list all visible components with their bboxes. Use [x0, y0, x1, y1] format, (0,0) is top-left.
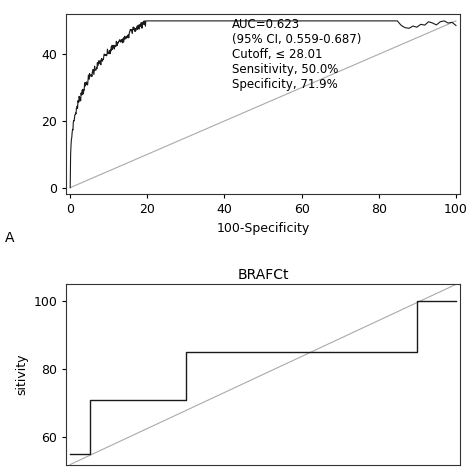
X-axis label: 100-Specificity: 100-Specificity: [217, 222, 310, 235]
Text: Se: Se: [19, 0, 35, 3]
Text: AUC=0.623
(95% CI, 0.559-0.687)
Cutoff, ≤ 28.01
Sensitivity, 50.0%
Specificity, : AUC=0.623 (95% CI, 0.559-0.687) Cutoff, …: [232, 18, 361, 91]
Title: BRAFCt: BRAFCt: [237, 268, 289, 282]
Y-axis label: sitivity: sitivity: [15, 354, 28, 395]
Text: A: A: [5, 231, 14, 245]
